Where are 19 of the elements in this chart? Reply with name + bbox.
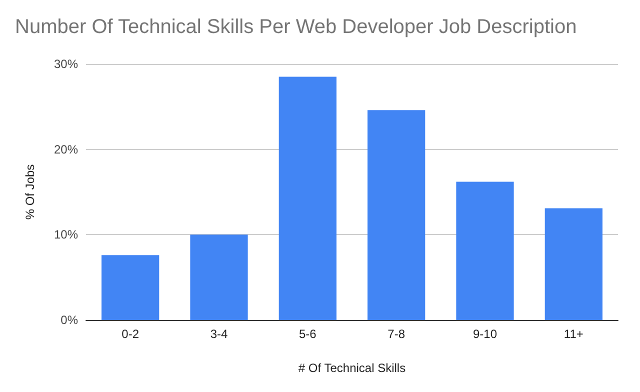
y-tick-label: 10%: [54, 228, 78, 242]
x-axis-title: # Of Technical Skills: [298, 361, 406, 375]
x-tick-label: 3-4: [210, 327, 228, 341]
bar: [102, 255, 160, 320]
bar: [278, 76, 336, 320]
x-tick-label: 0-2: [122, 327, 140, 341]
bar: [544, 208, 602, 320]
bar: [456, 182, 514, 320]
x-tick-label: 5-6: [298, 327, 317, 341]
bar: [368, 110, 426, 320]
x-tick-label: 9-10: [472, 327, 498, 341]
y-axis-title: % Of Jobs: [23, 164, 37, 220]
x-tick-label: 11+: [564, 327, 584, 341]
y-tick-label: 30%: [54, 57, 78, 71]
y-tick-label: 0%: [60, 313, 78, 327]
y-tick-label: 20%: [54, 142, 78, 156]
x-tick-label: 7-8: [388, 327, 406, 341]
bar: [190, 234, 248, 320]
chart-title: Number Of Technical Skills Per Web Developer Job Description: [15, 16, 577, 38]
